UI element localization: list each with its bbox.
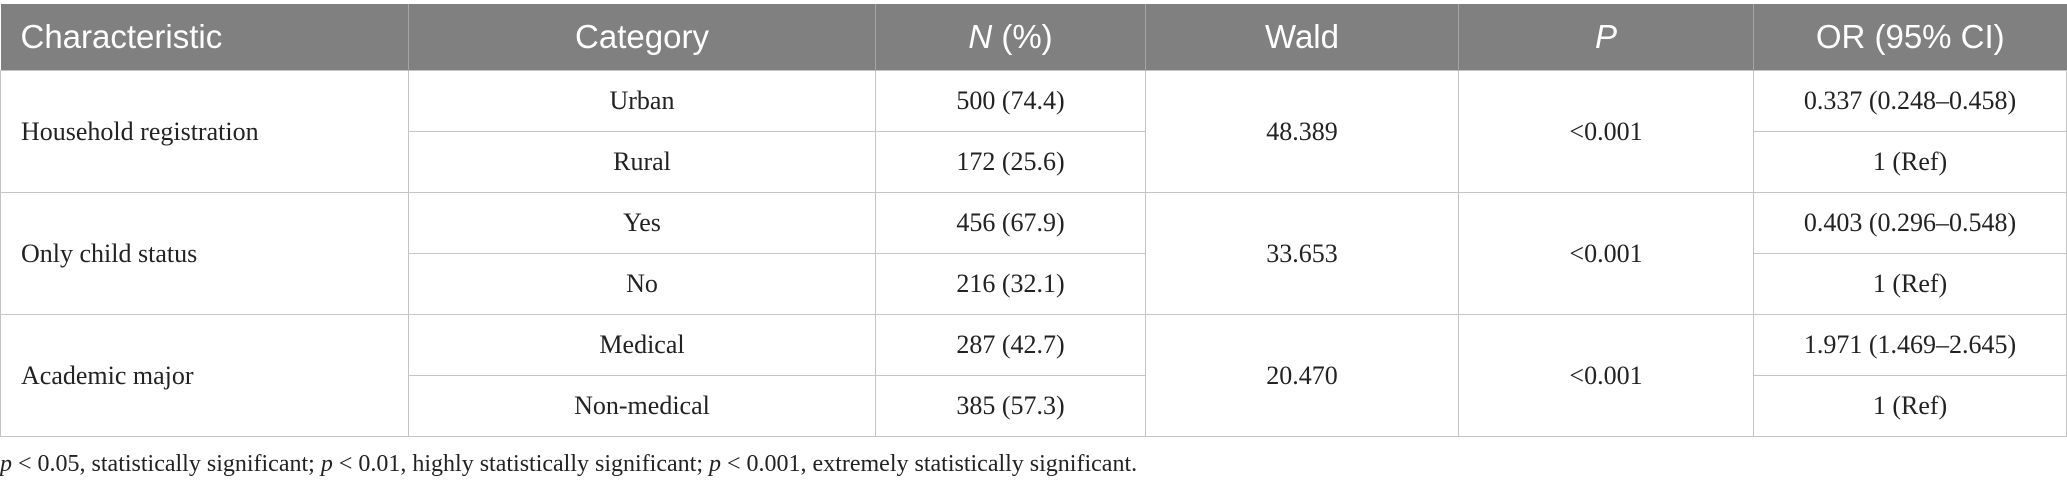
n-cell: 287 (42.7) (875, 314, 1146, 376)
header-n-percent: N (%) (875, 4, 1146, 71)
or-cell: 1 (Ref) (1753, 375, 2067, 437)
wald-cell: 20.470 (1145, 314, 1459, 437)
p-cell: <0.001 (1458, 70, 1754, 193)
characteristic-cell: Household registration (0, 70, 409, 193)
footnote-part-3: < 0.001, extremely statistically signifi… (721, 451, 1138, 477)
header-n-symbol: N (968, 18, 993, 55)
header-p-symbol: P (1594, 18, 1617, 55)
footnote-p-symbol: p (709, 451, 721, 477)
or-cell: 1 (Ref) (1753, 253, 2067, 315)
n-cell: 385 (57.3) (875, 375, 1146, 437)
table-row: Academic major Medical 287 (42.7) 20.470… (0, 314, 2067, 437)
footnote-p-symbol: p (0, 451, 12, 477)
footnote-part-2: < 0.01, highly statistically significant… (332, 451, 709, 477)
header-wald: Wald (1145, 4, 1459, 71)
p-cell: <0.001 (1458, 314, 1754, 437)
table-body: Household registration Urban 500 (74.4) … (0, 70, 2067, 437)
category-cell: Non-medical (408, 375, 876, 437)
category-cell: Medical (408, 314, 876, 376)
header-category: Category (408, 4, 876, 71)
table-row: Only child status Yes 456 (67.9) 33.653 … (0, 192, 2067, 315)
results-table-container: Characteristic Category N (%) Wald P OR … (0, 4, 2067, 437)
category-cell: Yes (408, 192, 876, 254)
footnote-p-symbol: p (320, 451, 333, 477)
or-cell: 0.337 (0.248–0.458) (1753, 70, 2067, 132)
header-p: P (1458, 4, 1754, 71)
or-cell: 1 (Ref) (1753, 131, 2067, 193)
footnote-part-1: < 0.05, statistically significant; (12, 451, 321, 477)
n-cell: 456 (67.9) (875, 192, 1146, 254)
characteristic-cell: Only child status (0, 192, 409, 315)
header-n-suffix: (%) (992, 18, 1053, 55)
category-cell: No (408, 253, 876, 315)
n-cell: 216 (32.1) (875, 253, 1146, 315)
or-cell: 0.403 (0.296–0.548) (1753, 192, 2067, 254)
wald-cell: 48.389 (1145, 70, 1459, 193)
category-cell: Rural (408, 131, 876, 193)
results-table: Characteristic Category N (%) Wald P OR … (0, 4, 2067, 437)
or-cell: 1.971 (1.469–2.645) (1753, 314, 2067, 376)
table-header: Characteristic Category N (%) Wald P OR … (0, 4, 2067, 71)
header-characteristic: Characteristic (0, 4, 409, 71)
wald-cell: 33.653 (1145, 192, 1459, 315)
category-cell: Urban (408, 70, 876, 132)
table-row: Rural 172 (25.6) 1 (Ref) (1, 131, 2067, 193)
header-or: OR (95% CI) (1753, 4, 2067, 71)
table-footnote: p < 0.05, statistically significant; p <… (0, 451, 1137, 478)
n-cell: 172 (25.6) (875, 131, 1146, 193)
characteristic-cell: Academic major (0, 314, 409, 437)
p-cell: <0.001 (1458, 192, 1754, 315)
table-row: Household registration Urban 500 (74.4) … (0, 70, 2067, 193)
header-row: Characteristic Category N (%) Wald P OR … (0, 4, 2067, 71)
n-cell: 500 (74.4) (875, 70, 1146, 132)
table-row: Non-medical 385 (57.3) 1 (Ref) (1, 375, 2067, 437)
